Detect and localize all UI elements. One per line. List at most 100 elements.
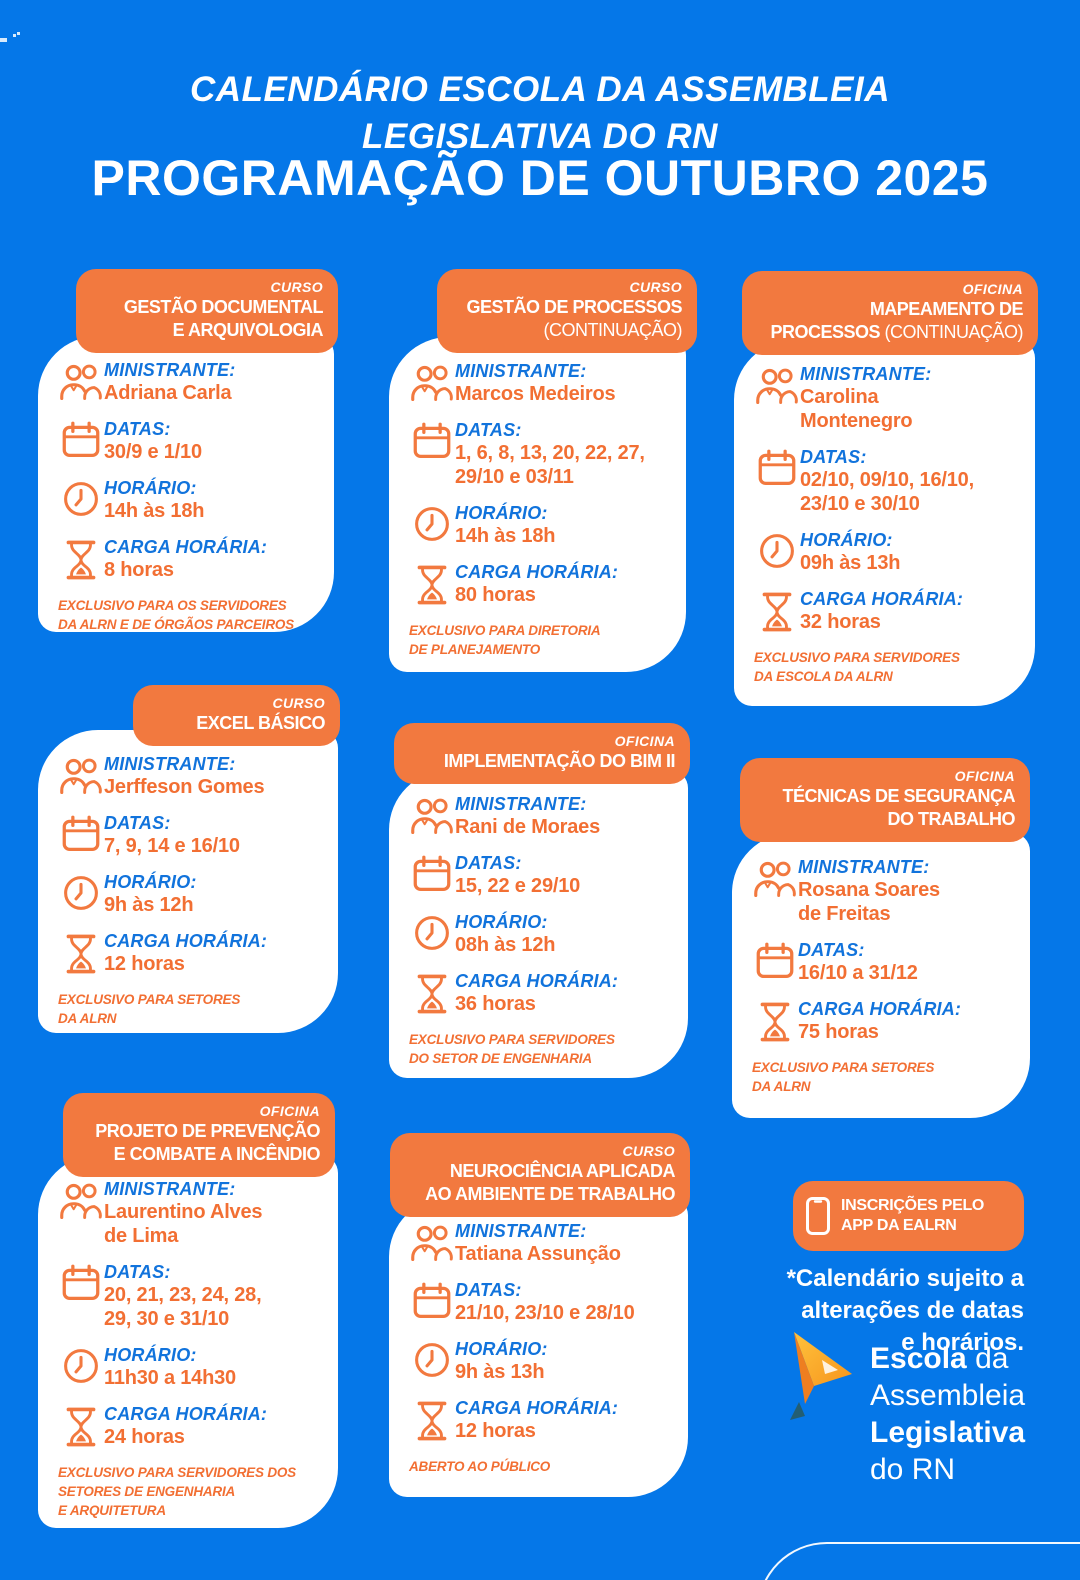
row-carga-horaria: CARGA HORÁRIA: 80 horas	[409, 562, 680, 607]
field-value: 75 horas	[798, 1021, 879, 1043]
hourglass-icon	[58, 537, 104, 581]
hourglass-icon	[752, 999, 798, 1043]
field-label: DATAS:	[798, 940, 865, 960]
field-label: MINISTRANTE:	[798, 857, 930, 877]
row-carga-horaria: CARGA HORÁRIA: 8 horas	[58, 537, 328, 582]
field-label: HORÁRIO:	[455, 912, 548, 932]
card-title: GESTÃO DOCUMENTAL E ARQUIVOLOGIA	[123, 297, 324, 340]
card-type-badge: OFICINA	[962, 281, 1023, 297]
field-label: CARGA HORÁRIA:	[798, 999, 962, 1019]
app-enrollment-label: INSCRIÇÕES PELO APP DA EALRN	[841, 1197, 985, 1234]
card-title: NEUROCIÊNCIA APLICADA AO AMBIENTE DE TRA…	[425, 1161, 675, 1204]
hourglass-icon	[409, 1398, 455, 1442]
field-label: CARGA HORÁRIA:	[455, 971, 619, 991]
app-enrollment-button[interactable]: INSCRIÇÕES PELO APP DA EALRN	[793, 1181, 1024, 1251]
field-label: DATAS:	[104, 1262, 171, 1282]
row-ministrante: MINISTRANTE: Adriana Carla	[58, 360, 328, 405]
card-note: ABERTO AO PÚBLICO	[409, 1459, 551, 1474]
row-carga-horaria: CARGA HORÁRIA: 75 horas	[752, 999, 1024, 1044]
calendar-icon	[754, 447, 800, 487]
field-value: Adriana Carla	[104, 382, 232, 404]
artifact-dot	[17, 32, 20, 35]
field-label: DATAS:	[104, 419, 171, 439]
field-value: Tatiana Assunção	[455, 1243, 621, 1265]
field-value: 9h às 12h	[104, 894, 194, 916]
course-card-implementacao-bim: MINISTRANTE: Rani de Moraes DATAS: 15, 2…	[389, 770, 688, 1078]
field-value: 11h30 a 14h30	[104, 1367, 236, 1389]
course-card-projeto-incendio: MINISTRANTE: Laurentino Alves de Lima DA…	[38, 1155, 338, 1528]
field-label: HORÁRIO:	[800, 530, 893, 550]
field-value: 20, 21, 23, 24, 28, 29, 30 e 31/10	[104, 1284, 262, 1330]
clock-icon	[58, 872, 104, 912]
field-label: DATAS:	[455, 420, 522, 440]
card-type-badge: CURSO	[622, 1143, 675, 1159]
calendar-icon	[409, 420, 455, 460]
field-label: MINISTRANTE:	[104, 360, 236, 380]
clock-icon	[409, 1339, 455, 1379]
field-value: Jerffeson Gomes	[104, 776, 265, 798]
calendar-icon	[409, 1280, 455, 1320]
course-card-mapeamento-processos: MINISTRANTE: Carolina Montenegro DATAS: …	[734, 340, 1035, 706]
card-note: EXCLUSIVO PARA SERVIDORES DO SETOR DE EN…	[409, 1032, 615, 1066]
card-note: EXCLUSIVO PARA SERVIDORES DA ESCOLA DA A…	[754, 650, 960, 684]
row-datas: DATAS: 15, 22 e 29/10	[409, 853, 682, 898]
people-icon	[409, 794, 455, 836]
card-note: EXCLUSIVO PARA SETORES DA ALRN	[58, 992, 241, 1026]
people-icon	[752, 857, 798, 899]
field-label: DATAS:	[455, 1280, 522, 1300]
row-ministrante: MINISTRANTE: Carolina Montenegro	[754, 364, 1029, 433]
row-ministrante: MINISTRANTE: Marcos Medeiros	[409, 361, 680, 406]
field-value: Rani de Moraes	[455, 816, 601, 838]
field-label: CARGA HORÁRIA:	[104, 931, 268, 951]
poster-title: CALENDÁRIO ESCOLA DA ASSEMBLEIA LEGISLAT…	[190, 70, 890, 156]
poster-subtitle: PROGRAMAÇÃO DE OUTUBRO 2025	[91, 150, 989, 206]
hourglass-icon	[409, 971, 455, 1015]
field-label: HORÁRIO:	[104, 478, 197, 498]
row-horario: HORÁRIO: 09h às 13h	[754, 530, 1029, 575]
calendar-icon	[58, 813, 104, 853]
card-header-excel-basico: CURSO EXCEL BÁSICO	[133, 685, 340, 746]
row-ministrante: MINISTRANTE: Rani de Moraes	[409, 794, 682, 839]
field-value: 8 horas	[104, 559, 174, 581]
calendar-disclaimer: *Calendário sujeito a alterações de data…	[786, 1265, 1024, 1356]
field-value: 08h às 12h	[455, 934, 556, 956]
logo-triangle-icon	[788, 1330, 856, 1488]
card-header-mapeamento-processos: OFICINA MAPEAMENTO DE PROCESSOS (CONTINU…	[742, 271, 1038, 355]
field-label: MINISTRANTE:	[800, 364, 932, 384]
field-label: CARGA HORÁRIA:	[455, 562, 619, 582]
field-label: CARGA HORÁRIA:	[455, 1398, 619, 1418]
row-ministrante: MINISTRANTE: Tatiana Assunção	[409, 1221, 682, 1266]
row-carga-horaria: CARGA HORÁRIA: 36 horas	[409, 971, 682, 1016]
row-datas: DATAS: 20, 21, 23, 24, 28, 29, 30 e 31/1…	[58, 1262, 332, 1331]
field-value: 15, 22 e 29/10	[455, 875, 581, 897]
people-icon	[58, 360, 104, 402]
field-label: MINISTRANTE:	[455, 1221, 587, 1241]
card-note: EXCLUSIVO PARA SERVIDORES DOS SETORES DE…	[58, 1465, 296, 1518]
field-value: Rosana Soares de Freitas	[798, 879, 940, 925]
card-type-badge: OFICINA	[259, 1103, 320, 1119]
field-value: 12 horas	[104, 953, 185, 975]
field-value: Laurentino Alves de Lima	[104, 1201, 263, 1247]
card-title: IMPLEMENTAÇÃO DO BIM II	[443, 751, 676, 771]
card-title: GESTÃO DE PROCESSOS (CONTINUAÇÃO)	[466, 297, 682, 340]
row-datas: DATAS: 30/9 e 1/10	[58, 419, 328, 464]
field-value: 02/10, 09/10, 16/10, 23/10 e 30/10	[800, 469, 974, 515]
row-ministrante: MINISTRANTE: Jerffeson Gomes	[58, 754, 332, 799]
card-note: EXCLUSIVO PARA SETORES DA ALRN	[752, 1060, 935, 1094]
row-datas: DATAS: 16/10 a 31/12	[752, 940, 1024, 985]
people-icon	[58, 754, 104, 796]
course-card-excel-basico: MINISTRANTE: Jerffeson Gomes DATAS: 7, 9…	[38, 730, 338, 1033]
card-header-neurociencia: CURSO NEUROCIÊNCIA APLICADA AO AMBIENTE …	[390, 1133, 690, 1217]
row-datas: DATAS: 21/10, 23/10 e 28/10	[409, 1280, 682, 1325]
field-value: 21/10, 23/10 e 28/10	[455, 1302, 635, 1324]
card-title: PROJETO DE PREVENÇÃO E COMBATE A INCÊNDI…	[95, 1121, 320, 1164]
field-value: 1, 6, 8, 13, 20, 22, 27, 29/10 e 03/11	[455, 442, 645, 488]
row-ministrante: MINISTRANTE: Rosana Soares de Freitas	[752, 857, 1024, 926]
field-label: DATAS:	[104, 813, 171, 833]
field-label: MINISTRANTE:	[104, 754, 236, 774]
card-header-implementacao-bim: OFICINA IMPLEMENTAÇÃO DO BIM II	[394, 723, 690, 784]
row-carga-horaria: CARGA HORÁRIA: 24 horas	[58, 1404, 332, 1449]
field-value: 80 horas	[455, 584, 536, 606]
row-horario: HORÁRIO: 9h às 13h	[409, 1339, 682, 1384]
